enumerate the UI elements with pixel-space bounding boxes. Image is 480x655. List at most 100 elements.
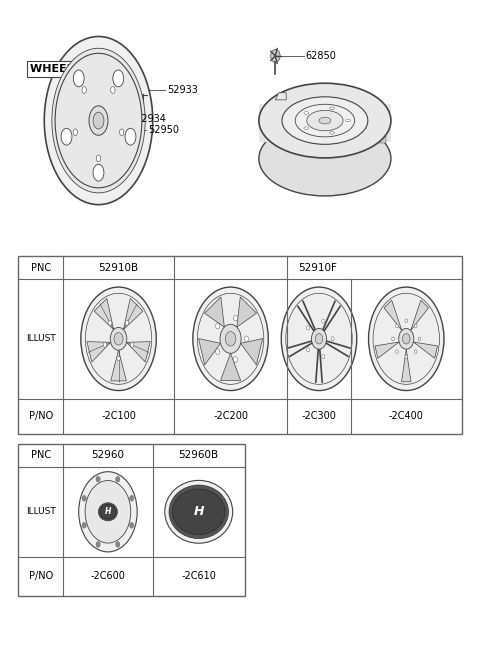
Polygon shape (371, 119, 377, 126)
Circle shape (193, 287, 268, 390)
Ellipse shape (259, 83, 391, 158)
Polygon shape (353, 110, 360, 117)
Ellipse shape (113, 70, 124, 87)
Circle shape (403, 333, 410, 344)
Ellipse shape (55, 53, 142, 188)
Circle shape (369, 287, 444, 390)
Text: -2C100: -2C100 (101, 411, 136, 421)
Circle shape (396, 324, 398, 328)
Ellipse shape (346, 119, 350, 122)
Circle shape (392, 337, 395, 341)
Polygon shape (240, 339, 263, 365)
Text: PNC: PNC (31, 450, 51, 460)
Text: H: H (105, 508, 111, 516)
Circle shape (130, 495, 134, 501)
Polygon shape (199, 339, 220, 365)
Text: 52950: 52950 (148, 124, 179, 135)
Ellipse shape (89, 106, 108, 136)
Text: P/NO: P/NO (29, 411, 53, 421)
Polygon shape (204, 297, 224, 327)
Circle shape (108, 320, 112, 326)
Ellipse shape (295, 104, 355, 137)
Ellipse shape (73, 70, 84, 87)
Polygon shape (353, 136, 360, 143)
Circle shape (79, 472, 137, 552)
Circle shape (85, 293, 152, 384)
Polygon shape (345, 110, 351, 117)
Text: 52910F: 52910F (299, 263, 337, 272)
Text: -2C600: -2C600 (91, 571, 125, 582)
Text: -2C200: -2C200 (213, 411, 248, 421)
Circle shape (322, 354, 324, 358)
Circle shape (225, 331, 236, 346)
Circle shape (117, 356, 120, 361)
Text: 52960: 52960 (91, 450, 124, 460)
Ellipse shape (319, 117, 331, 124)
Polygon shape (126, 342, 150, 362)
Polygon shape (362, 119, 369, 126)
Ellipse shape (93, 112, 104, 129)
Ellipse shape (111, 86, 115, 93)
Text: H: H (193, 505, 204, 518)
Circle shape (233, 315, 238, 321)
Circle shape (307, 348, 310, 352)
Polygon shape (276, 93, 286, 100)
Polygon shape (379, 119, 385, 126)
Circle shape (82, 523, 86, 528)
Polygon shape (362, 110, 369, 117)
Ellipse shape (73, 129, 77, 136)
Polygon shape (379, 136, 385, 143)
Polygon shape (220, 353, 240, 381)
Circle shape (116, 476, 120, 482)
Polygon shape (371, 128, 377, 134)
Polygon shape (411, 300, 429, 330)
Text: 62852: 62852 (305, 91, 336, 101)
Text: -2C610: -2C610 (181, 571, 216, 582)
Ellipse shape (96, 155, 101, 162)
Circle shape (373, 293, 440, 384)
Circle shape (85, 481, 131, 543)
Ellipse shape (44, 37, 153, 204)
Bar (18, 444, 245, 596)
Circle shape (141, 100, 146, 108)
Circle shape (96, 476, 100, 482)
Circle shape (399, 328, 414, 349)
Polygon shape (379, 110, 385, 117)
Ellipse shape (165, 480, 233, 543)
Polygon shape (362, 136, 369, 143)
Polygon shape (237, 297, 257, 327)
Circle shape (216, 323, 220, 329)
Polygon shape (94, 299, 114, 329)
Polygon shape (384, 300, 402, 330)
Text: 52960B: 52960B (179, 450, 219, 460)
Ellipse shape (169, 485, 228, 538)
Ellipse shape (118, 115, 128, 123)
Circle shape (197, 293, 264, 384)
Circle shape (271, 49, 280, 62)
Polygon shape (87, 342, 111, 362)
Polygon shape (345, 136, 351, 143)
Circle shape (131, 343, 134, 347)
Circle shape (81, 287, 156, 390)
Ellipse shape (330, 132, 335, 134)
Circle shape (405, 355, 408, 359)
Ellipse shape (93, 164, 104, 181)
Polygon shape (353, 119, 360, 126)
Circle shape (244, 336, 249, 342)
Ellipse shape (330, 107, 335, 109)
Ellipse shape (100, 504, 116, 519)
Circle shape (414, 350, 417, 354)
Circle shape (114, 333, 123, 345)
Circle shape (220, 324, 241, 353)
Polygon shape (345, 119, 351, 126)
Polygon shape (345, 128, 351, 134)
Circle shape (130, 523, 134, 528)
Circle shape (405, 319, 408, 322)
Circle shape (414, 324, 417, 328)
Text: 52933: 52933 (167, 84, 198, 94)
Ellipse shape (304, 127, 309, 130)
Polygon shape (413, 342, 438, 358)
Ellipse shape (304, 112, 309, 114)
Text: WHEEL ASSY: WHEEL ASSY (30, 64, 110, 74)
Circle shape (281, 287, 357, 390)
